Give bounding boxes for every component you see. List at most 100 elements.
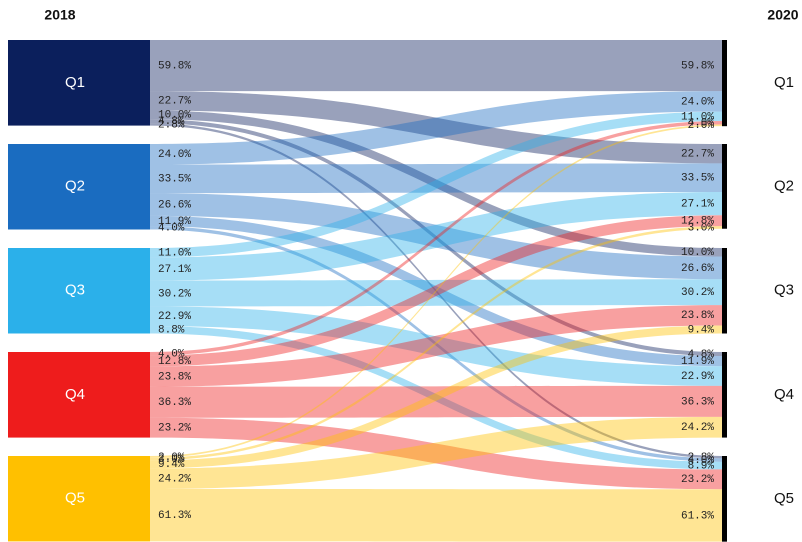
right-flow-label: 36.3% <box>681 396 714 408</box>
left-flow-label: 36.3% <box>158 397 191 409</box>
left-flow-label: 11.9% <box>158 216 191 228</box>
right-flow-label: 23.8% <box>681 310 714 322</box>
flow <box>150 215 722 367</box>
left-node-label: Q2 <box>65 178 85 195</box>
right-flow-label: 22.9% <box>681 371 714 383</box>
flow <box>150 193 722 280</box>
right-flow-label: 24.0% <box>681 96 714 108</box>
nodes: Q1 Q2 Q3 Q4 Q5 Q1 Q2 Q3 Q4 Q5 <box>8 40 794 542</box>
left-flow-label: 2.0% <box>158 452 185 464</box>
flow <box>150 111 722 258</box>
right-flow-label: 33.5% <box>681 173 714 185</box>
right-flow-label: 3.0% <box>688 222 715 234</box>
left-flow-label: 2.8% <box>158 119 185 131</box>
right-node <box>722 248 727 334</box>
left-flow-label: 22.7% <box>158 96 191 108</box>
flow <box>150 91 722 165</box>
left-node-label: Q5 <box>65 490 85 507</box>
right-flow-label: 4.8% <box>688 349 715 361</box>
right-node-label: Q3 <box>774 282 794 299</box>
right-flow-label: 2.0% <box>688 120 715 132</box>
left-node-label: Q4 <box>65 386 85 403</box>
right-node-label: Q5 <box>774 490 794 507</box>
flow <box>150 91 722 164</box>
right-flow-label: 27.1% <box>681 199 714 211</box>
left-flow-label: 11.0% <box>158 248 191 260</box>
flow <box>150 119 722 357</box>
flow <box>150 215 722 367</box>
right-flow-label: 4.0% <box>688 118 715 130</box>
flow <box>150 110 722 257</box>
left-flow-label: 22.9% <box>158 311 191 323</box>
left-flow-label: 27.1% <box>158 264 191 276</box>
left-node <box>8 456 150 542</box>
left-node <box>8 248 150 334</box>
flow <box>150 124 722 458</box>
flow <box>150 226 722 461</box>
left-flow-label: 12.8% <box>158 356 191 368</box>
right-node-label: Q4 <box>774 386 794 403</box>
left-flow-label: 61.3% <box>158 510 191 522</box>
left-node-label: Q1 <box>65 74 85 91</box>
right-flow-label: 23.2% <box>681 474 714 486</box>
right-flow-label: 24.2% <box>681 422 714 434</box>
flow <box>150 417 722 490</box>
flows <box>150 40 722 542</box>
right-flow-label: 22.7% <box>681 149 714 161</box>
flow <box>150 163 722 194</box>
left-flow-label: 26.6% <box>158 199 191 211</box>
right-flow-label: 9.4% <box>688 324 715 336</box>
flow <box>150 306 722 386</box>
right-node <box>722 456 727 542</box>
left-flow-label: 3.0% <box>158 454 185 466</box>
flow <box>150 305 722 387</box>
left-node-label: Q3 <box>65 282 85 299</box>
right-flow-label: 12.8% <box>681 216 714 228</box>
left-year: 2018 <box>44 7 75 23</box>
right-node <box>722 144 727 229</box>
flow <box>150 121 722 356</box>
right-node <box>722 352 727 438</box>
left-flow-label: 9.4% <box>158 459 185 471</box>
left-flow-label: 23.2% <box>158 423 191 435</box>
left-flow-label: 8.8% <box>158 325 185 337</box>
right-node <box>722 40 727 127</box>
left-flow-label: 24.2% <box>158 474 191 486</box>
right-node-label: Q2 <box>774 177 794 194</box>
left-flow-label: 24.0% <box>158 149 191 161</box>
flow <box>150 325 722 469</box>
left-flow-label: 4.8% <box>158 116 185 128</box>
right-flow-label: 61.3% <box>681 510 714 522</box>
right-flow-label: 11.0% <box>681 111 714 123</box>
left-flow-label: 23.8% <box>158 371 191 383</box>
right-node-label: Q1 <box>774 74 794 91</box>
flow <box>150 385 722 418</box>
left-node <box>8 352 150 438</box>
right-flow-label: 26.6% <box>681 263 714 275</box>
flow <box>150 416 722 490</box>
flow <box>150 325 722 470</box>
left-flow-label: 4.0% <box>158 223 185 235</box>
right-flow-label: 59.8% <box>681 60 714 72</box>
right-flow-label: 30.2% <box>681 287 714 299</box>
left-node <box>8 144 150 230</box>
flow <box>150 279 722 307</box>
left-flow-label: 10.0% <box>158 110 191 122</box>
flow <box>150 40 722 92</box>
left-flow-label: 4.0% <box>158 349 185 361</box>
flow <box>150 489 722 542</box>
left-flow-label: 30.2% <box>158 288 191 300</box>
labels: 59.8% 59.8%22.7%22.7%10.0%10.0%4.8%4.8%2.… <box>158 60 714 522</box>
right-year: 2020 <box>767 7 798 23</box>
flow <box>150 123 722 459</box>
right-flow-label: 10.0% <box>681 247 714 259</box>
flow <box>150 226 722 462</box>
left-flow-label: 33.5% <box>158 174 191 186</box>
right-flow-label: 11.9% <box>681 356 714 368</box>
left-flow-label: 59.8% <box>158 60 191 72</box>
flow <box>150 192 722 281</box>
right-flow-label: 8.9% <box>688 461 715 473</box>
right-flow-label: 4.0% <box>688 455 715 467</box>
right-flow-label: 2.8% <box>688 452 715 464</box>
